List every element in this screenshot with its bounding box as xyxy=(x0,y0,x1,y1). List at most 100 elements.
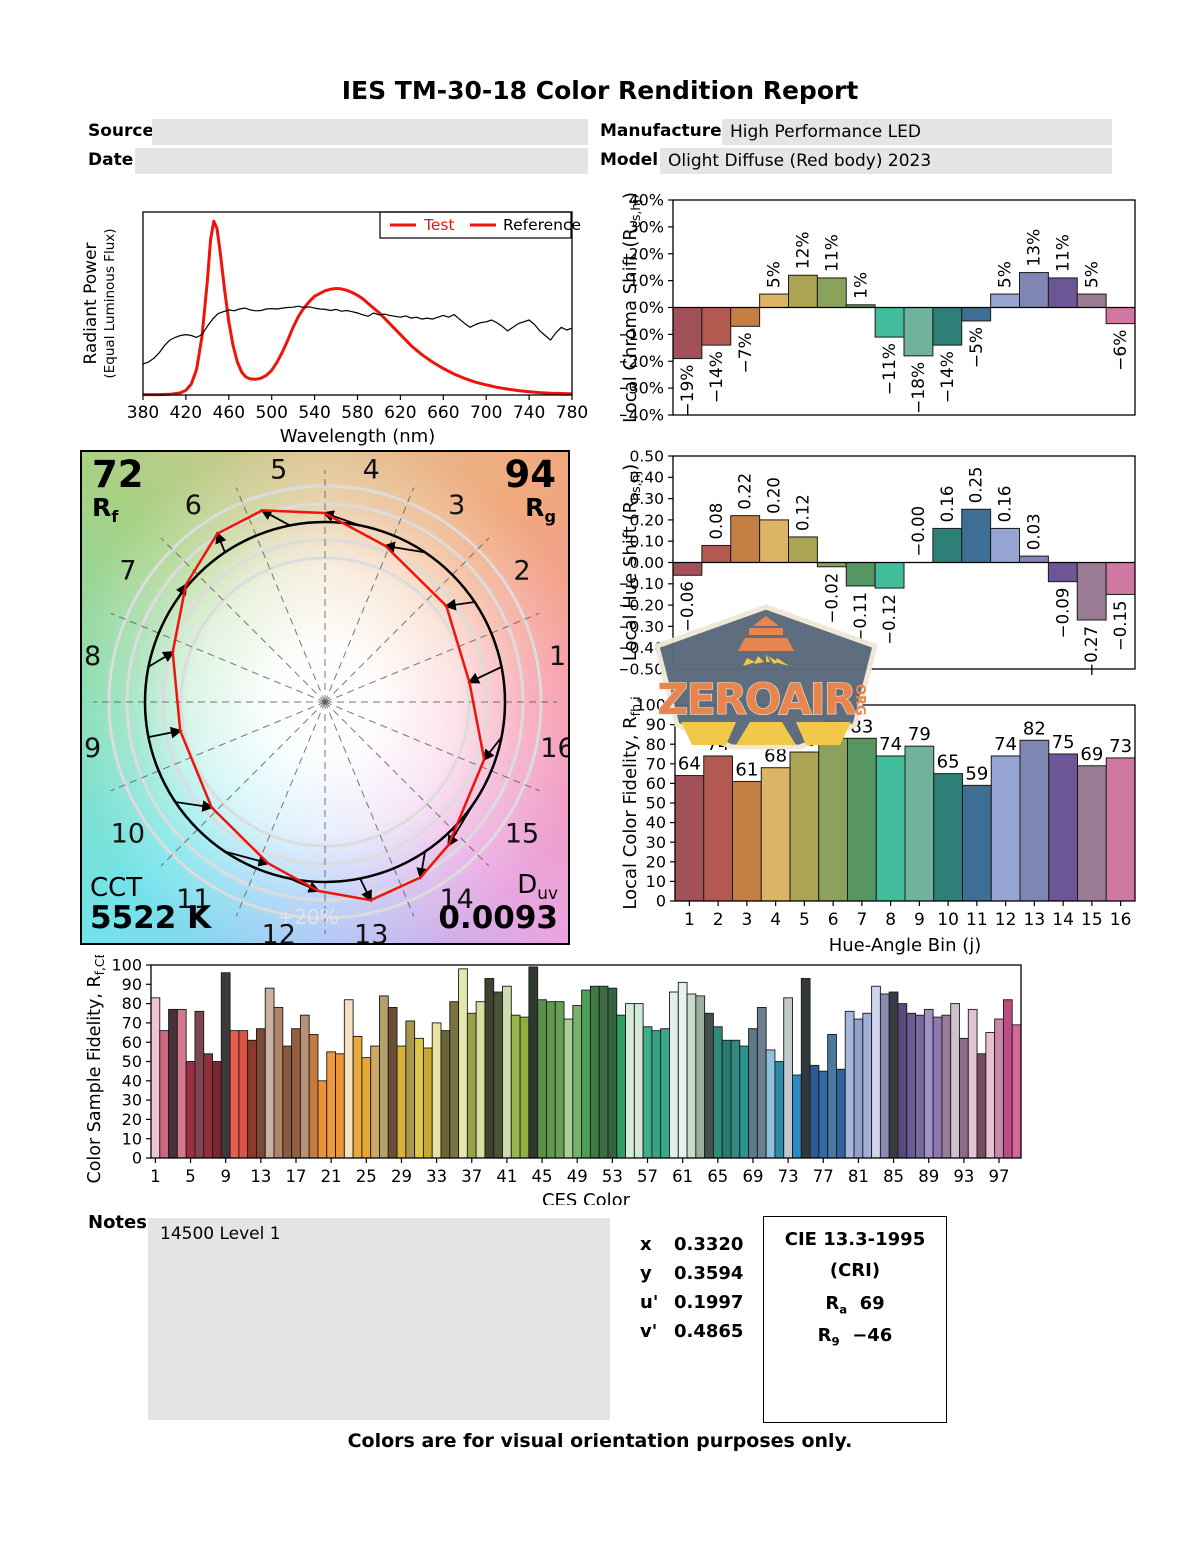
svg-text:Reference: Reference xyxy=(503,216,581,234)
duv-label: Duv xyxy=(517,869,558,903)
svg-text:11%: 11% xyxy=(1053,234,1073,272)
spd-chart: 380 420 460 500 540 580 620 660 700 740 780 Wavelen… xyxy=(80,185,590,450)
svg-text:16: 16 xyxy=(1110,910,1132,930)
svg-text:20: 20 xyxy=(122,1110,142,1129)
hue-shift-svg: −0.06 0.08 0.22 0.20 0.12 −0.02 −0.11 −0.12 −0.0… xyxy=(617,447,1136,678)
svg-text:1: 1 xyxy=(549,641,566,672)
svg-text:61: 61 xyxy=(735,759,758,780)
cvg-shift-arrows xyxy=(147,509,503,903)
svg-text:5: 5 xyxy=(799,910,810,930)
manufacturer-label: Manufacturer: xyxy=(600,121,737,141)
svg-text:70: 70 xyxy=(646,754,666,773)
svg-text:500: 500 xyxy=(255,403,287,423)
svg-text:10: 10 xyxy=(937,910,959,930)
chromaticity-row-v: v' 0.4865 xyxy=(640,1321,744,1342)
svg-text:1: 1 xyxy=(684,910,695,930)
svg-text:15: 15 xyxy=(505,819,539,850)
local-chroma-shift-chart: −19% −14% −7% 5% 12% 11% 1% −11% −18% −14% −5% 5% 13… xyxy=(615,190,1200,435)
spd-legend: Test Reference xyxy=(379,211,581,239)
svg-text:9: 9 xyxy=(220,1167,231,1186)
svg-text:45: 45 xyxy=(532,1167,553,1186)
svg-text:−11%: −11% xyxy=(880,343,900,395)
rg-score: 94 Rg xyxy=(505,455,557,526)
notes-text: 14500 Level 1 xyxy=(160,1224,281,1244)
color-vector-graphic: 1 2 3 4 5 6 7 8 9 10 11 12 13 14 15 16 +20% 72 Rf 94 Rg … xyxy=(80,450,570,945)
svg-text:80: 80 xyxy=(646,735,666,754)
svg-text:−0.30: −0.30 xyxy=(620,618,664,636)
svg-text:−0.27: −0.27 xyxy=(1082,626,1101,677)
svg-text:3: 3 xyxy=(741,910,752,930)
svg-text:0.16: 0.16 xyxy=(938,486,957,523)
svg-text:41: 41 xyxy=(496,1167,517,1186)
svg-text:90: 90 xyxy=(122,975,142,994)
svg-text:−0.09: −0.09 xyxy=(1053,588,1072,639)
chroma-shift-svg-bars xyxy=(672,272,1136,360)
footer-disclaimer: Colors are for visual orientation purpos… xyxy=(347,1430,853,1452)
svg-text:660: 660 xyxy=(427,403,459,423)
svg-text:−5%: −5% xyxy=(967,327,987,368)
svg-text:57: 57 xyxy=(637,1167,658,1186)
svg-text:−0.10: −0.10 xyxy=(620,575,664,593)
svg-text:37: 37 xyxy=(461,1167,482,1186)
svg-text:73: 73 xyxy=(1109,736,1132,757)
cvg-bin-spokes xyxy=(93,470,557,934)
chromaticity-block: x 0.3320 y 0.3594 u' 0.1997 v' 0.4865 xyxy=(640,1230,743,1346)
svg-text:49: 49 xyxy=(567,1167,588,1186)
svg-text:540: 540 xyxy=(298,403,330,423)
svg-text:60: 60 xyxy=(646,774,666,793)
date-field xyxy=(135,148,588,174)
svg-text:9: 9 xyxy=(914,910,925,930)
r9-row: R9 −46 xyxy=(817,1324,893,1349)
svg-text:−0.40: −0.40 xyxy=(620,639,664,657)
svg-text:11: 11 xyxy=(966,910,988,930)
svg-text:10: 10 xyxy=(646,872,666,891)
svg-text:1: 1 xyxy=(150,1167,161,1186)
svg-text:16: 16 xyxy=(540,733,568,764)
svg-text:64: 64 xyxy=(678,754,701,775)
svg-text:0.20: 0.20 xyxy=(765,477,784,514)
svg-text:−0.15: −0.15 xyxy=(1111,600,1130,651)
svg-text:50: 50 xyxy=(122,1052,142,1071)
svg-text:6: 6 xyxy=(828,910,839,930)
svg-text:30: 30 xyxy=(122,1091,142,1110)
svg-text:6: 6 xyxy=(185,490,202,521)
svg-text:69: 69 xyxy=(742,1167,763,1186)
svg-text:740: 740 xyxy=(513,403,545,423)
page-title: IES TM-30-18 Color Rendition Report xyxy=(341,76,859,105)
cct-readout: CCT 5522 K xyxy=(90,874,211,935)
svg-text:40: 40 xyxy=(646,813,666,832)
svg-text:Local Hue Shift (Rhs,hj): Local Hue Shift (Rhs,hj) xyxy=(620,464,643,661)
svg-text:0.50: 0.50 xyxy=(629,447,664,465)
svg-text:−0.06: −0.06 xyxy=(678,581,697,632)
svg-text:−0.12: −0.12 xyxy=(880,594,899,645)
svg-text:10%: 10% xyxy=(628,271,664,290)
chromaticity-row-x: x 0.3320 xyxy=(640,1234,744,1255)
notes-box: 14500 Level 1 xyxy=(148,1218,610,1420)
svg-text:Local Color Fidelity, Rfh,i: Local Color Fidelity, Rfh,i xyxy=(620,696,643,909)
svg-text:74: 74 xyxy=(994,734,1017,755)
svg-text:Local Chroma Shift (Rcs,hj): Local Chroma Shift (Rcs,hj) xyxy=(620,192,643,423)
svg-text:−19%: −19% xyxy=(678,365,698,417)
svg-text:−14%: −14% xyxy=(707,351,727,403)
svg-text:0.12: 0.12 xyxy=(793,494,812,531)
source-field xyxy=(152,119,588,145)
svg-text:69: 69 xyxy=(1080,744,1103,765)
notes-label: Notes: xyxy=(88,1212,155,1233)
rf-symbol: Rf xyxy=(92,492,119,526)
svg-text:12%: 12% xyxy=(794,231,814,269)
model-field: Olight Diffuse (Red body) 2023 xyxy=(660,148,1112,174)
svg-text:0.10: 0.10 xyxy=(629,533,664,551)
svg-text:5%: 5% xyxy=(765,261,785,288)
svg-text:61: 61 xyxy=(672,1167,693,1186)
svg-text:25: 25 xyxy=(356,1167,377,1186)
svg-text:59: 59 xyxy=(965,763,988,784)
svg-text:12: 12 xyxy=(262,919,296,943)
svg-text:83: 83 xyxy=(822,716,845,737)
svg-text:CES Color: CES Color xyxy=(542,1190,631,1205)
svg-text:780: 780 xyxy=(556,403,588,423)
svg-text:13: 13 xyxy=(354,919,388,943)
svg-text:20%: 20% xyxy=(628,244,664,263)
rg-symbol: Rg xyxy=(525,492,556,526)
cvg-reference-circle xyxy=(143,520,507,884)
